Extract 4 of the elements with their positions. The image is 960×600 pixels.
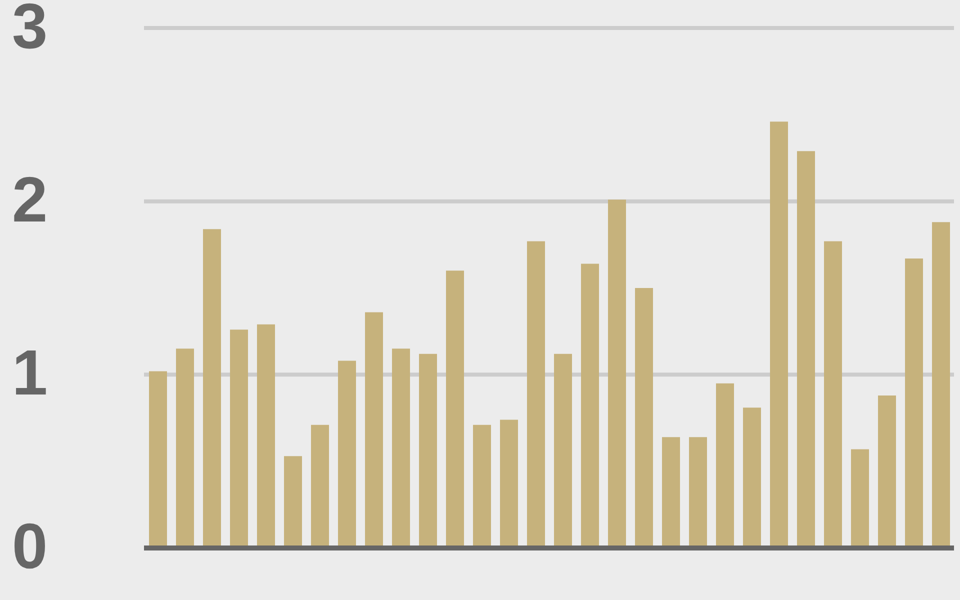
y-tick-label: 1: [12, 336, 48, 409]
y-tick-label: 2: [12, 163, 48, 236]
y-tick-label: 0: [12, 510, 48, 582]
y-tick-label: 3: [12, 0, 48, 62]
